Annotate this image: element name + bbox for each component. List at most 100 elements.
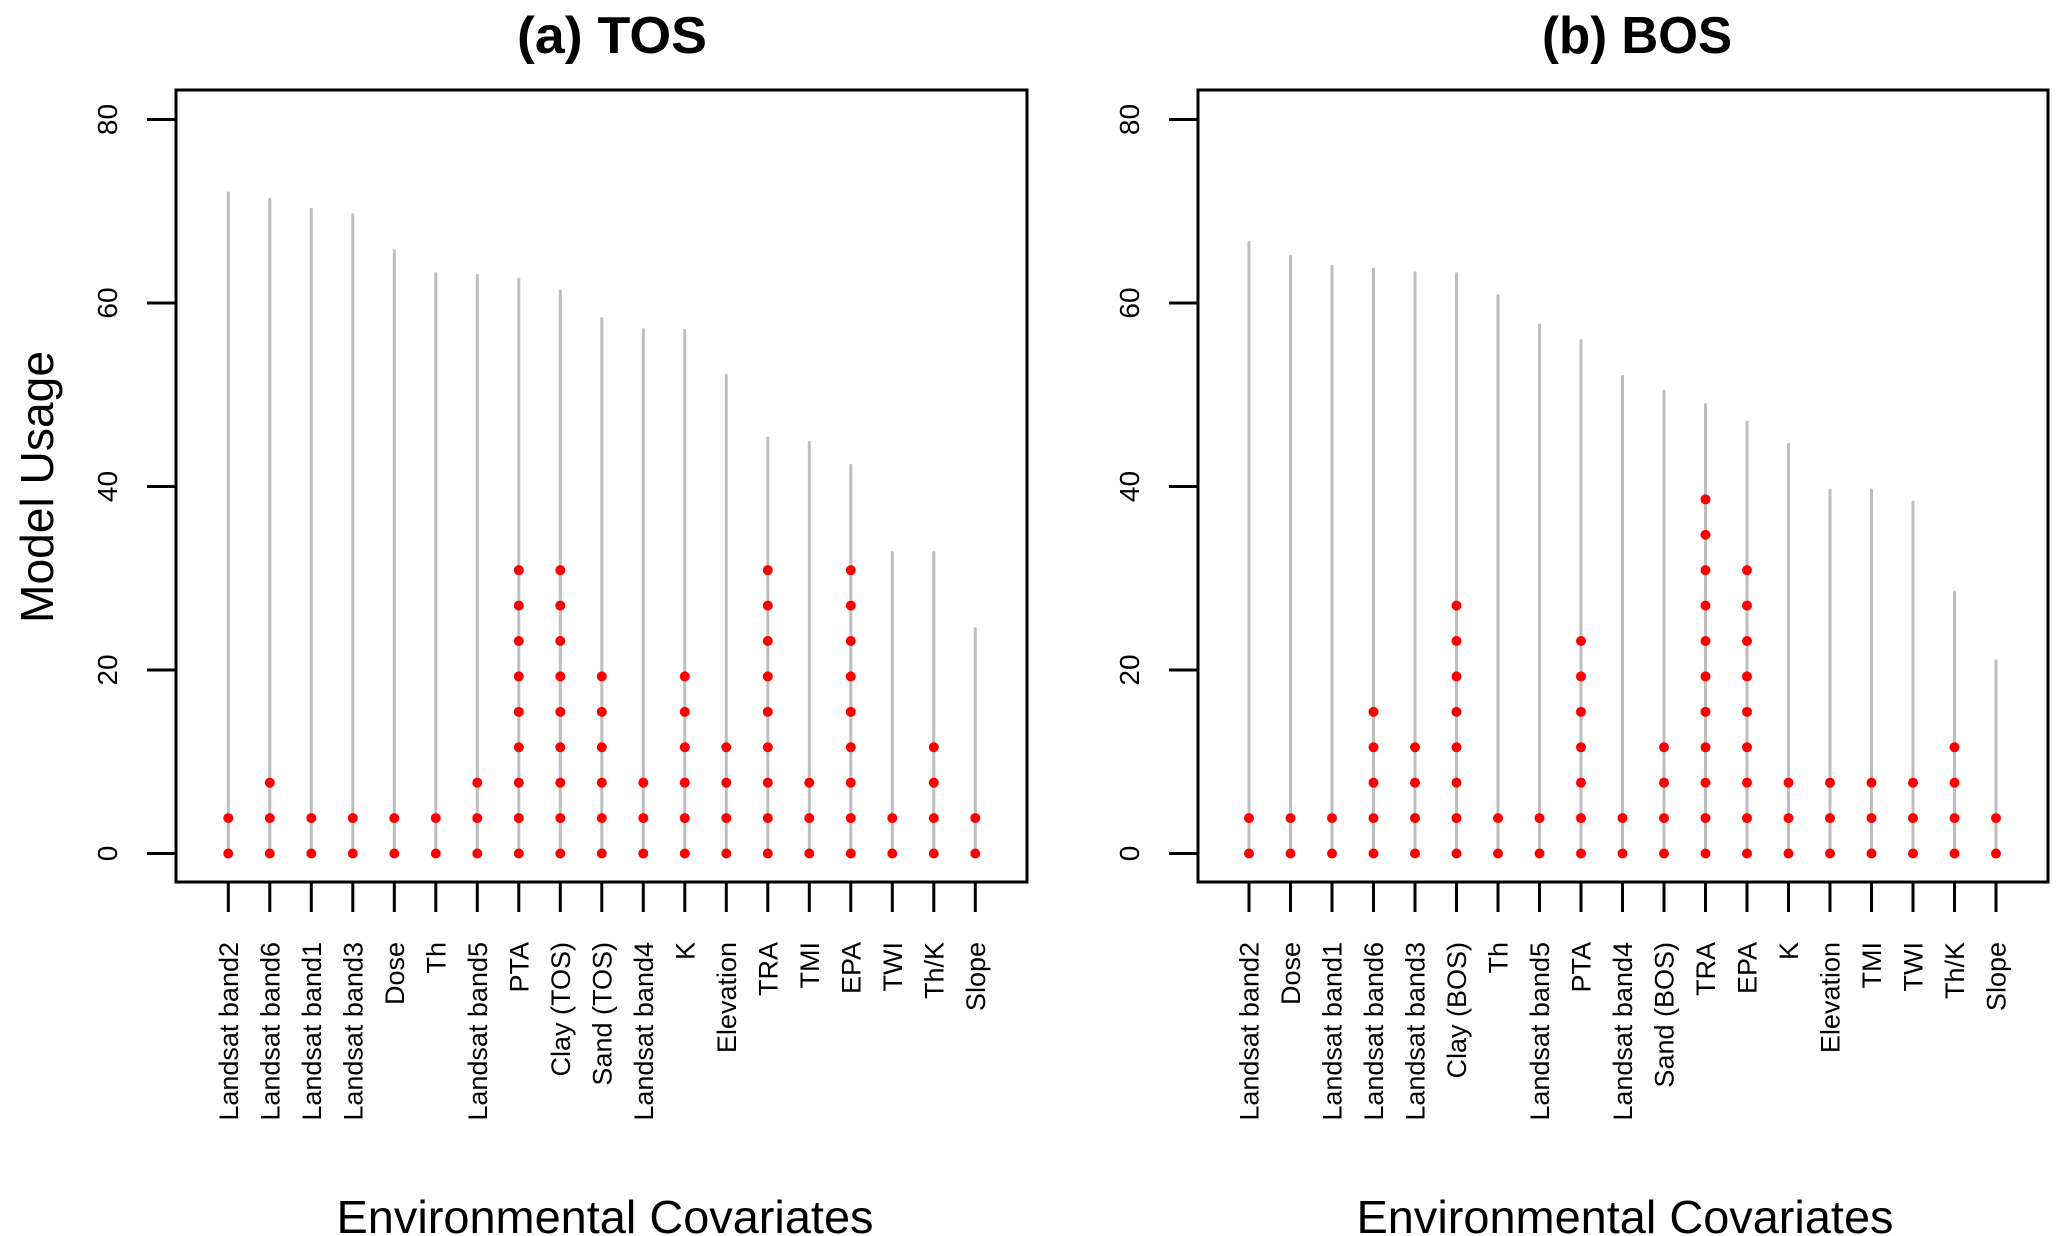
usage-point — [430, 848, 441, 859]
usage-point — [679, 706, 690, 717]
usage-point — [1866, 777, 1877, 788]
usage-point — [1451, 671, 1462, 682]
usage-point — [1908, 848, 1918, 859]
usage-point — [1410, 777, 1420, 788]
usage-point — [555, 742, 566, 753]
usage-point — [513, 636, 524, 647]
usage-point — [679, 777, 690, 788]
usage-point — [1991, 813, 2001, 824]
x-tick-label: Landsat band5 — [1525, 942, 1555, 1121]
usage-point — [1451, 636, 1462, 647]
x-tick-label: Landsat band3 — [1401, 942, 1431, 1121]
usage-point — [513, 848, 524, 859]
usage-point — [430, 813, 441, 824]
y-tick-label: 80 — [1114, 104, 1145, 135]
y-tick-label: 0 — [1114, 846, 1145, 862]
usage-point — [1576, 848, 1586, 859]
usage-point — [1285, 813, 1296, 824]
x-tick-label: EPA — [837, 942, 867, 994]
usage-point — [928, 777, 939, 788]
panel-bos: (b) BOS 0 20 40 60 80 Landsat band2 Dose Landsa… — [1114, 7, 2050, 1236]
usage-point — [1410, 813, 1420, 824]
y-tick-label: 40 — [1114, 471, 1145, 502]
usage-point — [1742, 636, 1752, 647]
panel-title: (a) TOS — [517, 7, 707, 65]
usage-point — [1493, 813, 1503, 824]
usage-point — [1368, 813, 1379, 824]
usage-point — [306, 813, 317, 824]
plot-area: 0 20 40 60 80 Landsat band2 Landsat band6 Lands… — [92, 104, 991, 1121]
usage-point — [762, 777, 773, 788]
usage-point — [555, 813, 566, 824]
x-tick-label: K — [671, 942, 701, 960]
usage-point — [1700, 636, 1711, 647]
y-axis-title: Model Usage — [11, 351, 63, 623]
usage-point — [347, 848, 358, 859]
usage-point — [762, 565, 773, 576]
x-tick-label: Clay (TOS) — [546, 942, 576, 1077]
usage-point — [596, 777, 607, 788]
usage-point — [1659, 848, 1669, 859]
usage-point — [1783, 848, 1794, 859]
x-tick-label: PTA — [1567, 942, 1597, 993]
x-tick-label: Landsat band6 — [256, 942, 286, 1121]
usage-point — [1700, 529, 1711, 540]
x-tick-label: Landsat band5 — [463, 942, 493, 1121]
usage-point — [1742, 848, 1752, 859]
usage-point — [1451, 813, 1462, 824]
usage-point — [555, 848, 566, 859]
usage-point — [845, 636, 856, 647]
usage-point — [845, 742, 856, 753]
usage-point — [721, 777, 732, 788]
usage-point — [223, 813, 234, 824]
usage-point — [721, 742, 732, 753]
usage-point — [762, 813, 773, 824]
usage-point — [596, 671, 607, 682]
x-tick-label: TRA — [1691, 942, 1721, 996]
x-tick-label: Dose — [380, 942, 410, 1005]
x-tick-label: Elevation — [712, 942, 742, 1053]
usage-point — [555, 565, 566, 576]
usage-point — [762, 636, 773, 647]
usage-point — [1576, 777, 1586, 788]
usage-point — [1742, 565, 1752, 576]
usage-point — [1742, 813, 1752, 824]
usage-point — [1659, 742, 1669, 753]
usage-point — [762, 706, 773, 717]
usage-point — [1742, 742, 1752, 753]
usage-point — [1700, 600, 1711, 611]
usage-point — [1410, 848, 1420, 859]
usage-point — [389, 848, 400, 859]
plot-frame — [1196, 88, 2050, 884]
usage-point — [1451, 848, 1462, 859]
usage-point — [596, 706, 607, 717]
usage-point — [1659, 813, 1669, 824]
usage-point — [1534, 813, 1545, 824]
usage-point — [513, 706, 524, 717]
usage-point — [472, 777, 483, 788]
usage-point — [1825, 813, 1835, 824]
x-tick-label: Th — [1484, 942, 1514, 974]
y-tick-label: 20 — [1114, 654, 1145, 685]
x-tick-label: Clay (BOS) — [1442, 942, 1472, 1079]
x-tick-label: Landsat band1 — [297, 942, 327, 1121]
usage-point — [970, 848, 981, 859]
usage-point — [845, 565, 856, 576]
usage-point — [1991, 848, 2001, 859]
usage-point — [1742, 671, 1752, 682]
usage-point — [1576, 813, 1586, 824]
x-tick-label: Landsat band6 — [1359, 942, 1389, 1121]
x-tick-label: Slope — [1982, 942, 2012, 1011]
usage-point — [845, 706, 856, 717]
usage-point — [555, 636, 566, 647]
usage-point — [679, 813, 690, 824]
usage-point — [928, 848, 939, 859]
x-tick-label: Landsat band4 — [1608, 942, 1638, 1121]
usage-point — [638, 777, 649, 788]
usage-point — [513, 777, 524, 788]
usage-point — [1327, 848, 1337, 859]
usage-point — [1493, 848, 1503, 859]
x-tick-label: Sand (TOS) — [588, 942, 618, 1086]
usage-point — [555, 777, 566, 788]
